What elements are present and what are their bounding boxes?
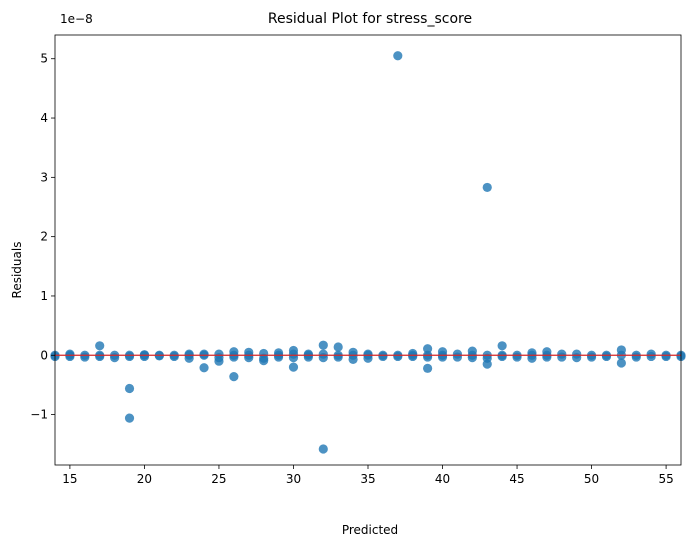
scatter-point: [423, 363, 433, 373]
scatter-point: [318, 444, 328, 454]
scatter-point: [393, 351, 403, 362]
scatter-point: [229, 352, 239, 362]
scatter-point: [184, 349, 194, 359]
scatter-point: [557, 352, 567, 362]
scatter-point: [124, 383, 135, 394]
scatter-point: [124, 413, 135, 423]
scatter-point: [333, 342, 343, 352]
scatter-point: [452, 352, 463, 362]
chart-title: Residual Plot for stress_score: [268, 11, 472, 27]
scatter-point: [110, 353, 120, 363]
y-tick-label: 3: [40, 170, 48, 184]
y-tick-label: 5: [40, 52, 48, 66]
scatter-point: [65, 351, 75, 362]
scatter-point: [408, 351, 418, 362]
scatter-point: [199, 349, 209, 359]
scatter-point: [95, 341, 105, 351]
scatter-points: [50, 51, 686, 454]
scatter-point: [423, 344, 433, 354]
scatter-point: [273, 352, 284, 362]
scatter-point: [124, 351, 135, 362]
scatter-point: [437, 352, 448, 362]
scatter-point: [333, 352, 343, 362]
x-axis-ticks: 15 20 25 30 35 40 45 50 55: [62, 465, 674, 486]
scatter-point: [318, 353, 328, 363]
y-tick-label: 4: [40, 111, 48, 125]
scatter-point: [199, 363, 209, 373]
scatter-point: [512, 352, 522, 362]
scatter-point: [631, 352, 641, 362]
scatter-point: [318, 340, 328, 350]
scatter-point: [139, 351, 150, 362]
x-tick-label: 35: [360, 472, 375, 486]
x-tick-label: 25: [211, 472, 226, 486]
scatter-point: [95, 351, 105, 362]
x-tick-label: 40: [435, 472, 450, 486]
scatter-point: [661, 351, 671, 362]
x-tick-label: 50: [584, 472, 599, 486]
scatter-point: [467, 353, 477, 363]
x-tick-label: 55: [658, 472, 673, 486]
scatter-point: [646, 351, 656, 362]
y-axis-label: Residuals: [10, 242, 24, 299]
scatter-point: [378, 351, 388, 362]
x-tick-label: 15: [62, 472, 77, 486]
scatter-point: [542, 352, 552, 362]
scatter-point: [169, 351, 179, 362]
scatter-point: [497, 341, 507, 351]
scatter-point: [303, 352, 313, 362]
x-tick-label: 20: [137, 472, 152, 486]
scatter-point: [80, 352, 90, 362]
scatter-point: [288, 353, 299, 363]
y-scale-offset-label: 1e−8: [60, 12, 93, 26]
scatter-point: [616, 358, 626, 368]
plot-area-frame: [54, 34, 682, 466]
y-tick-label: 2: [40, 230, 48, 244]
scatter-point: [244, 353, 254, 363]
scatter-point: [572, 353, 582, 363]
y-tick-label: 0: [40, 348, 48, 362]
scatter-point: [363, 349, 373, 359]
y-axis-ticks: −1 0 1 2 3 4 5: [30, 52, 55, 422]
x-tick-label: 30: [286, 472, 301, 486]
scatter-point: [214, 349, 224, 359]
y-tick-label: 1: [40, 289, 48, 303]
scatter-point: [229, 372, 239, 382]
scatter-point: [423, 352, 433, 362]
x-axis-label: Predicted: [342, 523, 398, 537]
x-tick-label: 45: [509, 472, 524, 486]
scatter-point: [393, 51, 403, 61]
scatter-point: [497, 351, 507, 362]
y-tick-label: −1: [30, 408, 48, 422]
scatter-point: [586, 352, 597, 362]
scatter-point: [482, 353, 492, 363]
scatter-point: [259, 353, 269, 363]
scatter-point: [482, 182, 492, 193]
scatter-point: [601, 351, 612, 362]
scatter-point: [288, 362, 299, 372]
